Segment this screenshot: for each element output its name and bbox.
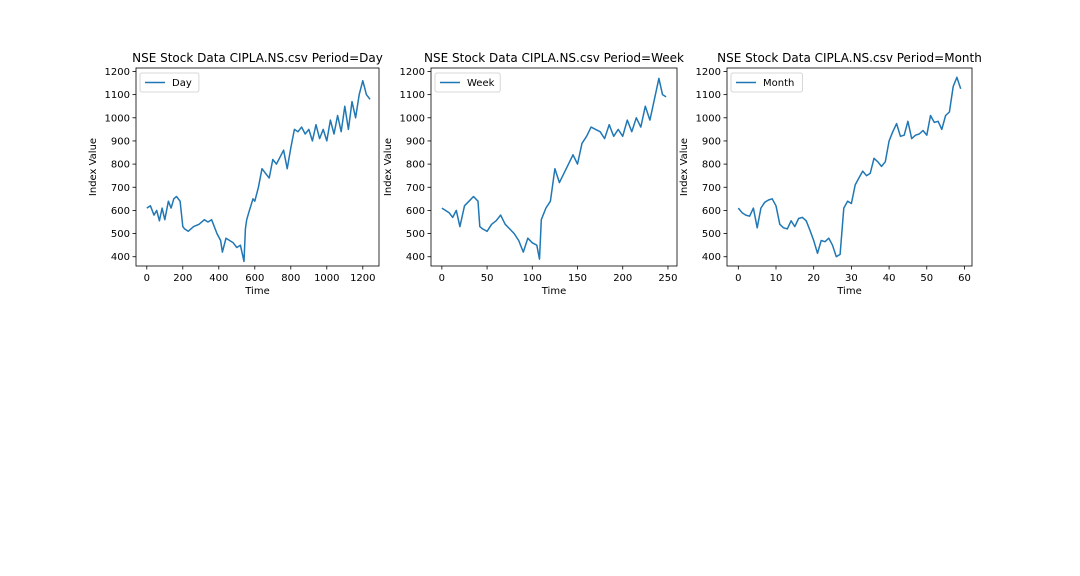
x-axis-label: Time: [836, 286, 861, 297]
x-tick-label: 0: [735, 273, 741, 284]
plot-frame: [726, 67, 973, 267]
y-tick-label: 800: [111, 160, 130, 171]
y-tick-label: 500: [702, 229, 721, 240]
y-tick-label: 1200: [400, 67, 425, 78]
y-tick-label: 900: [111, 136, 130, 147]
y-tick-label: 600: [406, 206, 425, 217]
x-tick-label: 600: [245, 273, 264, 284]
y-tick-label: 1100: [105, 90, 130, 101]
x-tick-label: 50: [920, 273, 933, 284]
legend-box: [434, 72, 501, 93]
y-tick-label: 500: [406, 229, 425, 240]
y-axis-label: Index Value: [383, 138, 394, 196]
chart-title: NSE Stock Data CIPLA.NS.csv Period=Week: [424, 51, 684, 65]
plot-frame: [135, 67, 380, 267]
charts-container: NSE Stock Data CIPLA.NS.csv Period=Day 0 2…: [88, 51, 982, 297]
x-tick-label: 200: [173, 273, 192, 284]
plot-frame: [430, 67, 678, 267]
y-axis-label: Index Value: [679, 138, 690, 196]
legend-label: Week: [467, 78, 495, 89]
series-line: [441, 77, 667, 260]
legend-label: Month: [763, 78, 794, 89]
x-tick-label: 20: [807, 273, 820, 284]
legend-box: [730, 72, 803, 93]
y-tick-label: 900: [406, 136, 425, 147]
y-tick-label: 1000: [400, 113, 425, 124]
y-tick-label: 600: [702, 206, 721, 217]
y-tick-label: 1000: [696, 113, 721, 124]
x-axis-label: Time: [244, 286, 269, 297]
x-tick-label: 1200: [350, 273, 375, 284]
x-axis-label: Time: [541, 286, 566, 297]
y-tick-label: 1200: [105, 67, 130, 78]
x-tick-label: 100: [523, 273, 542, 284]
x-tick-label: 0: [144, 273, 150, 284]
y-tick-label: 1100: [400, 90, 425, 101]
y-tick-label: 900: [702, 136, 721, 147]
y-tick-label: 400: [406, 252, 425, 263]
y-tick-label: 800: [702, 160, 721, 171]
x-tick-label: 800: [281, 273, 300, 284]
x-tick-label: 10: [770, 273, 783, 284]
y-tick-label: 700: [111, 183, 130, 194]
x-tick-label: 200: [613, 273, 632, 284]
y-tick-label: 700: [406, 183, 425, 194]
series-line: [146, 79, 371, 263]
chart-title: NSE Stock Data CIPLA.NS.csv Period=Day: [132, 51, 383, 65]
series-line: [737, 76, 962, 258]
x-tick-label: 50: [481, 273, 494, 284]
legend-label: Day: [172, 78, 192, 89]
y-axis-label: Index Value: [88, 138, 99, 196]
x-tick-label: 60: [958, 273, 971, 284]
x-tick-label: 1000: [314, 273, 339, 284]
legend: Month: [730, 72, 803, 93]
y-tick-label: 800: [406, 160, 425, 171]
legend: Week: [434, 72, 501, 93]
legend: Day: [139, 72, 200, 93]
x-tick-label: 40: [883, 273, 896, 284]
x-tick-label: 250: [658, 273, 677, 284]
y-tick-label: 1000: [105, 113, 130, 124]
y-tick-label: 1200: [696, 67, 721, 78]
chart-title: NSE Stock Data CIPLA.NS.csv Period=Month: [717, 51, 982, 65]
legend-box: [139, 72, 200, 93]
x-tick-label: 30: [845, 273, 858, 284]
y-tick-label: 1100: [696, 90, 721, 101]
y-tick-label: 400: [111, 252, 130, 263]
y-tick-label: 500: [111, 229, 130, 240]
x-tick-label: 150: [568, 273, 587, 284]
y-tick-label: 600: [111, 206, 130, 217]
y-tick-label: 700: [702, 183, 721, 194]
chart-panel: NSE Stock Data CIPLA.NS.csv Period=Week 0…: [383, 51, 684, 297]
chart-panel: NSE Stock Data CIPLA.NS.csv Period=Day 0 2…: [88, 51, 383, 297]
x-tick-label: 0: [439, 273, 445, 284]
x-tick-label: 400: [209, 273, 228, 284]
chart-panel: NSE Stock Data CIPLA.NS.csv Period=Month…: [679, 51, 982, 297]
y-tick-label: 400: [702, 252, 721, 263]
